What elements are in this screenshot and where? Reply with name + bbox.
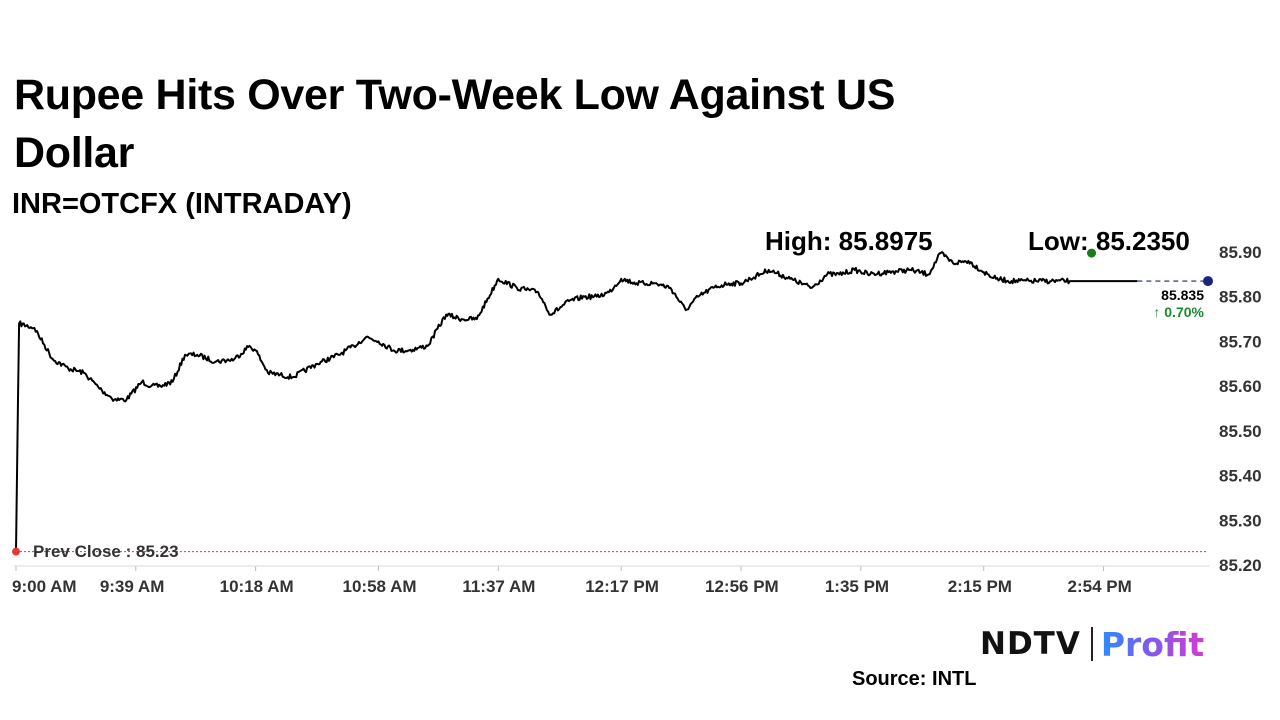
y-axis-ticks: 85.90 85.80 85.70 85.60 85.50 85.40 85.30 85.20 [1219,243,1262,575]
low-label: Low: 85.2350 [1028,226,1190,256]
ndtv-profit-logo: NDTV Profit [980,622,1204,666]
source-note: Source: INTL [852,668,977,690]
y-tick-label: 85.40 [1219,467,1262,486]
x-tick-label: 1:35 PM [825,577,889,596]
y-tick-label: 85.70 [1219,332,1262,351]
last-price-marker [1203,276,1213,287]
high-marker [1087,248,1097,258]
last-price-label: 85.835 [1161,287,1204,303]
series-line [15,251,1138,552]
chart-subtitle: INR=OTCFX (INTRADAY) [12,188,352,220]
x-axis-ticks: 9:00 AM 9:39 AM 10:18 AM 10:58 AM 11:37 AM 12… [12,566,1132,596]
y-tick-label: 85.30 [1219,511,1262,530]
high-label: High: 85.8975 [765,226,933,256]
x-tick-label: 11:37 AM [462,577,535,596]
brand-profit: Profit [1100,624,1205,664]
y-tick-label: 85.50 [1219,422,1262,441]
y-tick-label: 85.90 [1219,243,1262,262]
change-percent-label: ↑ 0.70% [1153,304,1204,320]
x-tick-label: 12:17 PM [585,577,659,596]
prev-close-marker [12,547,20,556]
x-tick-label: 2:15 PM [948,577,1012,596]
chart-title: Rupee Hits Over Two-Week Low Against US … [14,71,896,177]
x-tick-label: 10:18 AM [220,577,294,596]
up-arrow-icon: ↑ [1153,304,1164,320]
x-tick-label: 12:56 PM [705,577,779,596]
x-tick-label: 10:58 AM [343,577,417,596]
prev-close-label: Prev Close : 85.23 [33,542,179,561]
y-tick-label: 85.20 [1219,556,1262,575]
y-tick-label: 85.80 [1219,288,1262,307]
y-tick-label: 85.60 [1219,377,1262,396]
x-tick-label: 9:39 AM [100,577,165,596]
x-tick-label: 2:54 PM [1068,577,1132,596]
brand-separator [1090,627,1093,661]
brand-ndtv: NDTV [980,626,1081,662]
x-tick-label: 9:00 AM [12,577,77,596]
